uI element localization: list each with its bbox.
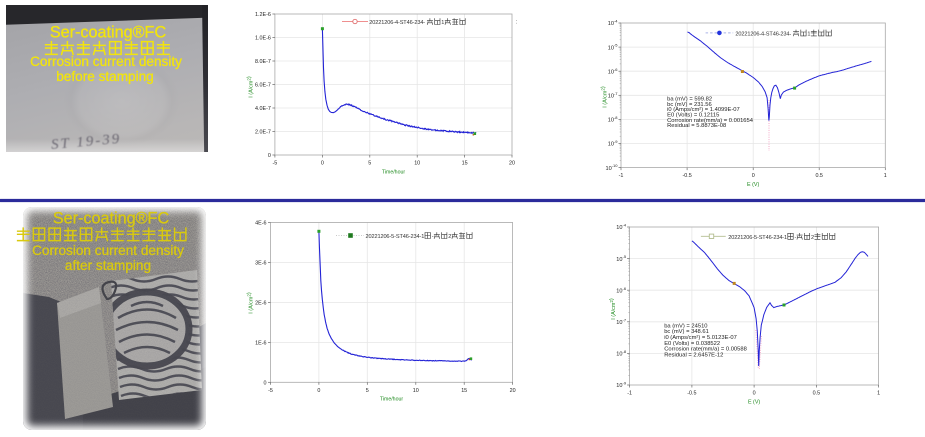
svg-text:-1: -1 [627,390,632,396]
svg-text:3E-6: 3E-6 [255,261,266,267]
svg-text:ba (mV) = 24510: ba (mV) = 24510 [664,323,707,329]
svg-text:15: 15 [462,161,468,167]
svg-text:after stamping: after stamping [65,258,151,273]
svg-text:10-9: 10-9 [616,381,627,390]
svg-text:I (A/cm2): I (A/cm2) [246,76,254,98]
svg-text:Corrosion rate(mm/a) = 0.00588: Corrosion rate(mm/a) = 0.00588 [664,347,747,353]
svg-text:2: 2 [811,235,814,241]
svg-text:-5: -5 [273,161,278,167]
svg-text:20221206-4-ST46-234-: 20221206-4-ST46-234- [369,20,425,26]
svg-text:Corrosion current density: Corrosion current density [30,54,182,69]
svg-text:Residual = 5.8873E-08: Residual = 5.8873E-08 [667,123,726,129]
svg-text:10-8: 10-8 [608,115,619,124]
svg-text:10-6: 10-6 [616,286,627,295]
svg-text:6.0E-7: 6.0E-7 [255,83,271,89]
svg-text:1: 1 [441,20,444,26]
svg-text:10-9: 10-9 [608,139,619,148]
svg-text:Time/hour: Time/hour [380,397,403,403]
svg-text:Ser-coating®FC: Ser-coating®FC [50,24,167,42]
svg-text:bc (mV) = 348.61: bc (mV) = 348.61 [664,329,709,335]
svg-text:10-7: 10-7 [608,91,619,100]
svg-text:2E-6: 2E-6 [255,301,266,307]
svg-text:10-6: 10-6 [608,67,619,76]
svg-text:10-5: 10-5 [616,254,627,263]
svg-text:10: 10 [414,161,420,167]
svg-text:4.0E-7: 4.0E-7 [255,106,271,112]
svg-text:1: 1 [884,173,887,179]
svg-text:ba (mV) = 599.82: ba (mV) = 599.82 [667,97,712,103]
svg-text:1.0E-6: 1.0E-6 [255,36,271,42]
svg-text:20221206-5-ST46-234-1: 20221206-5-ST46-234-1 [366,234,425,240]
svg-text:20221206-5-ST46-234-1: 20221206-5-ST46-234-1 [728,235,787,241]
svg-text:bc (mV) = 231.56: bc (mV) = 231.56 [667,102,712,108]
svg-text:15: 15 [461,388,467,394]
svg-text:0.5: 0.5 [813,390,821,396]
svg-text:8.0E-7: 8.0E-7 [255,59,271,65]
svg-text:1.2E-6: 1.2E-6 [255,12,271,18]
svg-text:i0 (Amps/cm²) = 1.4099E-07: i0 (Amps/cm²) = 1.4099E-07 [667,107,740,113]
svg-text:20: 20 [510,388,516,394]
svg-text:0: 0 [264,381,267,387]
svg-text:E (V): E (V) [748,400,760,406]
svg-text:0: 0 [752,173,755,179]
svg-text:E0 (Volts) = 0.12115: E0 (Volts) = 0.12115 [667,113,719,119]
svg-text:4E-6: 4E-6 [255,221,266,227]
svg-text:-0.5: -0.5 [682,173,691,179]
svg-text:-0.5: -0.5 [687,390,696,396]
svg-text:I (A/cm2): I (A/cm2) [247,292,255,314]
svg-text:-1: -1 [619,173,624,179]
svg-text:0: 0 [317,388,320,394]
svg-text:before stamping: before stamping [56,69,153,84]
svg-text:1: 1 [807,31,810,37]
svg-text:1: 1 [877,390,880,396]
svg-text:I (A/cm2): I (A/cm2) [601,86,609,108]
svg-text:20221206-4-ST46-234-: 20221206-4-ST46-234- [735,31,791,37]
svg-text:10-4: 10-4 [616,223,627,232]
svg-text:10-8: 10-8 [616,349,627,358]
svg-text:10-7: 10-7 [616,317,627,326]
svg-text:20: 20 [509,161,515,167]
svg-text:10-4: 10-4 [608,19,619,28]
svg-text:1E-6: 1E-6 [255,341,266,347]
svg-text:2.0E-7: 2.0E-7 [255,130,271,136]
svg-text:0: 0 [268,153,271,159]
svg-text:Residual = 2.6457E-12: Residual = 2.6457E-12 [664,353,723,359]
svg-text:-5: -5 [268,388,273,394]
svg-text:E0 (Volts) = 0.038522: E0 (Volts) = 0.038522 [664,341,720,347]
svg-text::: : [516,20,518,26]
svg-text:10: 10 [413,388,419,394]
svg-text:10-10: 10-10 [605,163,618,172]
svg-text:Corrosion current density: Corrosion current density [32,243,184,258]
svg-text:Time/hour: Time/hour [382,170,405,176]
svg-text:i0 (Amps/cm²) = 5.0123E-07: i0 (Amps/cm²) = 5.0123E-07 [664,335,737,341]
svg-text:-: - [795,235,797,241]
svg-text:Ser-coating®FC: Ser-coating®FC [53,210,170,228]
svg-text:Corrosion rate(mm/a) = 0.00165: Corrosion rate(mm/a) = 0.001654 [667,118,754,124]
svg-text:2: 2 [448,234,451,240]
svg-text:0.5: 0.5 [815,173,823,179]
svg-text:I (A/cm2): I (A/cm2) [609,298,617,320]
svg-text:0: 0 [321,161,324,167]
svg-text:5: 5 [368,161,371,167]
svg-text:5: 5 [366,388,369,394]
svg-text:0: 0 [753,390,756,396]
svg-text:10-5: 10-5 [608,43,619,52]
svg-text:-: - [432,234,434,240]
svg-text:E (V): E (V) [747,182,759,188]
